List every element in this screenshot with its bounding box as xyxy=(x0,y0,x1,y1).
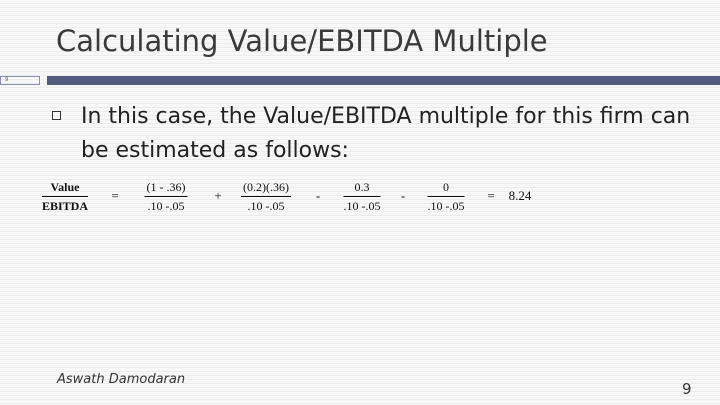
operator: = xyxy=(111,188,119,203)
denominator: .10 -.05 xyxy=(247,199,285,213)
denominator: .10 -.05 xyxy=(343,199,381,213)
result: 8.24 xyxy=(508,188,532,203)
fraction: 0.3 .10 -.05 xyxy=(343,180,381,214)
operator: - xyxy=(400,188,406,203)
title-bar xyxy=(47,76,720,85)
fraction: (1 - .36) .10 -.05 xyxy=(144,180,188,214)
operator: - xyxy=(315,188,321,203)
footer-author: Aswath Damodaran xyxy=(57,372,186,387)
fraction: 0 .10 -.05 xyxy=(427,180,465,214)
bullet-text: In this case, the Value/EBITDA multiple … xyxy=(81,104,691,163)
page-number: 9 xyxy=(682,380,692,398)
numerator: (1 - .36) xyxy=(144,180,188,197)
slide-tag: 9 xyxy=(0,76,40,85)
denominator: .10 -.05 xyxy=(147,199,185,213)
numerator: Value xyxy=(41,180,89,197)
numerator: 0.3 xyxy=(343,180,381,197)
fraction: (0.2)(.36) .10 -.05 xyxy=(241,180,291,214)
slide-title: Calculating Value/EBITDA Multiple xyxy=(56,24,548,58)
denominator: .10 -.05 xyxy=(427,199,465,213)
operator: = xyxy=(487,188,495,203)
numerator: 0 xyxy=(427,180,465,197)
bullet-icon xyxy=(52,111,61,120)
fraction: Value EBITDA xyxy=(41,180,89,214)
denominator: EBITDA xyxy=(41,199,89,213)
numerator: (0.2)(.36) xyxy=(241,180,291,197)
operator: + xyxy=(214,188,222,203)
